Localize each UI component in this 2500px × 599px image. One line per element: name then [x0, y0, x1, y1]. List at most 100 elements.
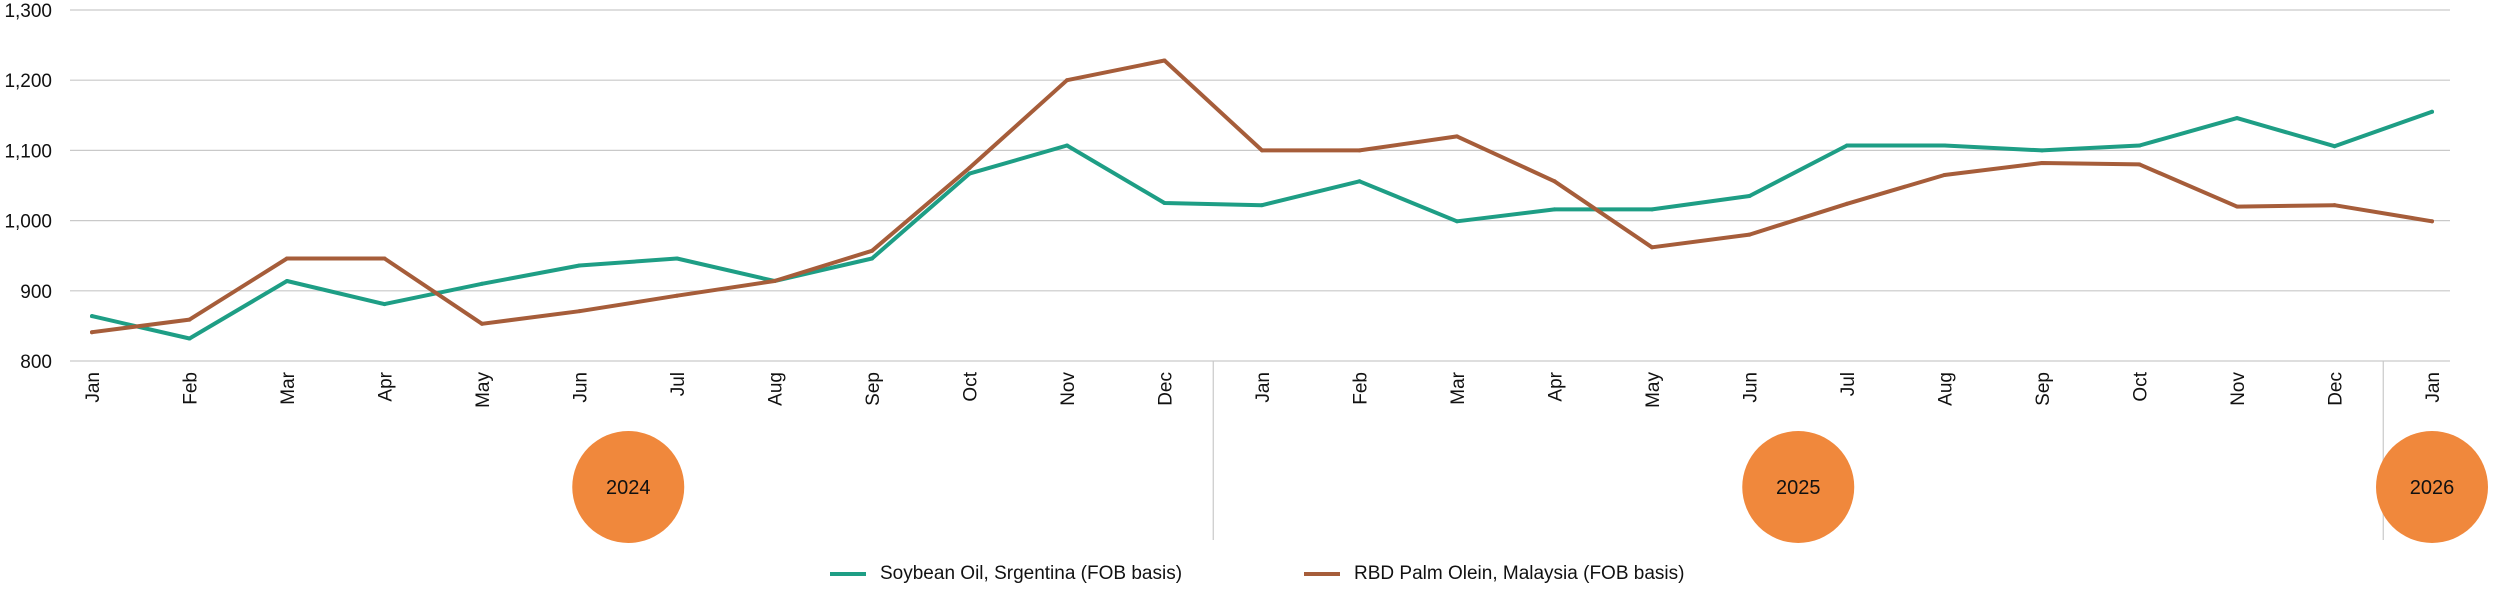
- year-badge: [2376, 431, 2488, 543]
- data-point: [285, 278, 289, 283]
- data-point: [870, 248, 874, 253]
- data-point: [1162, 58, 1167, 63]
- data-point: [480, 281, 484, 286]
- y-tick-label: 1,100: [4, 141, 52, 162]
- legend-label-palm-olein: RBD Palm Olein, Malaysia (FOB basis): [1354, 563, 1685, 584]
- x-tick-label: Mar: [278, 371, 299, 404]
- data-point: [382, 256, 387, 261]
- data-point: [967, 165, 972, 170]
- data-point: [2137, 143, 2142, 148]
- data-point: [675, 256, 679, 261]
- x-tick-label: Jun: [1741, 372, 1762, 403]
- year-label: 2026: [2410, 477, 2455, 499]
- y-axis: 800 900 1,000 1,100 1,200 1,300: [4, 1, 52, 373]
- data-point: [1162, 201, 1167, 206]
- x-tick-label: Jul: [668, 372, 689, 396]
- data-point: [187, 317, 192, 322]
- data-point: [90, 330, 94, 335]
- data-point: [2235, 116, 2239, 121]
- legend-swatch-soybean: [830, 572, 866, 576]
- legend-item-palm-olein: RBD Palm Olein, Malaysia (FOB basis): [1304, 559, 1684, 589]
- data-point: [1260, 203, 1264, 208]
- data-point: [1747, 194, 1752, 199]
- data-point: [1065, 143, 1069, 148]
- y-tick-label: 800: [20, 352, 52, 373]
- x-tick-label: Feb: [181, 372, 202, 405]
- data-point: [675, 293, 679, 298]
- x-tick-label: Jan: [83, 372, 104, 403]
- data-point: [1942, 172, 1947, 177]
- data-point: [577, 263, 582, 268]
- data-point: [1065, 78, 1069, 83]
- year-badge: [572, 431, 685, 543]
- legend-swatch-palm-olein: [1304, 572, 1340, 576]
- data-point: [285, 256, 289, 261]
- x-tick-label: Jul: [1838, 372, 1859, 396]
- data-point: [577, 309, 582, 314]
- data-point: [967, 171, 972, 176]
- data-point: [1552, 207, 1557, 212]
- y-tick-label: 900: [20, 282, 52, 303]
- data-point: [1357, 179, 1362, 184]
- year-label: 2025: [1776, 477, 1821, 499]
- x-tick-label: Oct: [2131, 371, 2152, 401]
- data-point: [2430, 219, 2434, 224]
- x-tick-label: Nov: [2228, 372, 2249, 406]
- x-tick-label: Aug: [1936, 372, 1957, 406]
- x-tick-label: Oct: [961, 371, 982, 401]
- data-point: [2332, 203, 2337, 208]
- data-point: [382, 302, 387, 307]
- year-label: 2024: [606, 477, 651, 499]
- year-badges: 2024 2025 2026: [572, 431, 2488, 543]
- chart: 800 900 1,000 1,100 1,200 1,300 Jan Feb Mar Apr M…: [4, 1, 2488, 543]
- y-tick-label: 1,000: [4, 212, 52, 233]
- data-point: [480, 321, 484, 326]
- data-point: [1650, 245, 1654, 250]
- x-tick-label: Mar: [1448, 371, 1469, 404]
- grid: [70, 9, 2450, 362]
- x-tick-label: Sep: [2033, 372, 2054, 406]
- y-tick-label: 1,300: [4, 1, 52, 22]
- x-tick-label: Jan: [2423, 372, 2444, 403]
- legend-item-soybean: Soybean Oil, Srgentina (FOB basis): [830, 559, 1182, 589]
- data-point: [2332, 144, 2337, 149]
- series-lines: [90, 58, 2434, 341]
- data-point: [1260, 148, 1264, 153]
- series-line-0: [90, 109, 2434, 341]
- data-point: [1357, 148, 1362, 153]
- x-tick-label: Apr: [376, 371, 397, 401]
- x-tick-label: Dec: [1156, 372, 1177, 406]
- x-tick-label: May: [473, 372, 494, 408]
- x-tick-label: Sep: [863, 372, 884, 406]
- data-point: [1747, 232, 1752, 237]
- data-point: [870, 256, 874, 261]
- x-tick-label: Feb: [1351, 372, 1372, 405]
- x-tick-label: Nov: [1058, 372, 1079, 406]
- data-point: [2235, 204, 2239, 209]
- data-point: [1455, 134, 1459, 139]
- x-tick-label: Apr: [1546, 371, 1567, 401]
- data-point: [1845, 143, 1849, 148]
- data-point: [1455, 219, 1459, 224]
- data-point: [187, 336, 192, 341]
- legend-label-soybean: Soybean Oil, Srgentina (FOB basis): [880, 563, 1183, 584]
- x-tick-label: Aug: [766, 372, 787, 406]
- x-tick-label: Dec: [2326, 372, 2347, 406]
- data-point: [1845, 201, 1849, 206]
- x-tick-label: Jan: [1253, 372, 1274, 403]
- x-tick-label: May: [1643, 372, 1664, 408]
- data-point: [2430, 109, 2434, 114]
- legend: Soybean Oil, Srgentina (FOB basis) RBD P…: [0, 559, 2500, 589]
- y-tick-label: 1,200: [4, 71, 52, 92]
- year-badge: [1742, 431, 1855, 543]
- data-point: [90, 314, 94, 319]
- data-point: [1650, 207, 1654, 212]
- x-axis: Jan Feb Mar Apr May Jun Jul Aug Sep Oct Nov Dec Jan F…: [83, 371, 2444, 408]
- data-point: [2137, 162, 2142, 167]
- x-tick-label: Jun: [571, 372, 592, 403]
- data-point: [2040, 161, 2044, 166]
- data-point: [2040, 148, 2044, 153]
- data-point: [1942, 143, 1947, 148]
- data-point: [1552, 179, 1557, 184]
- data-point: [772, 278, 777, 283]
